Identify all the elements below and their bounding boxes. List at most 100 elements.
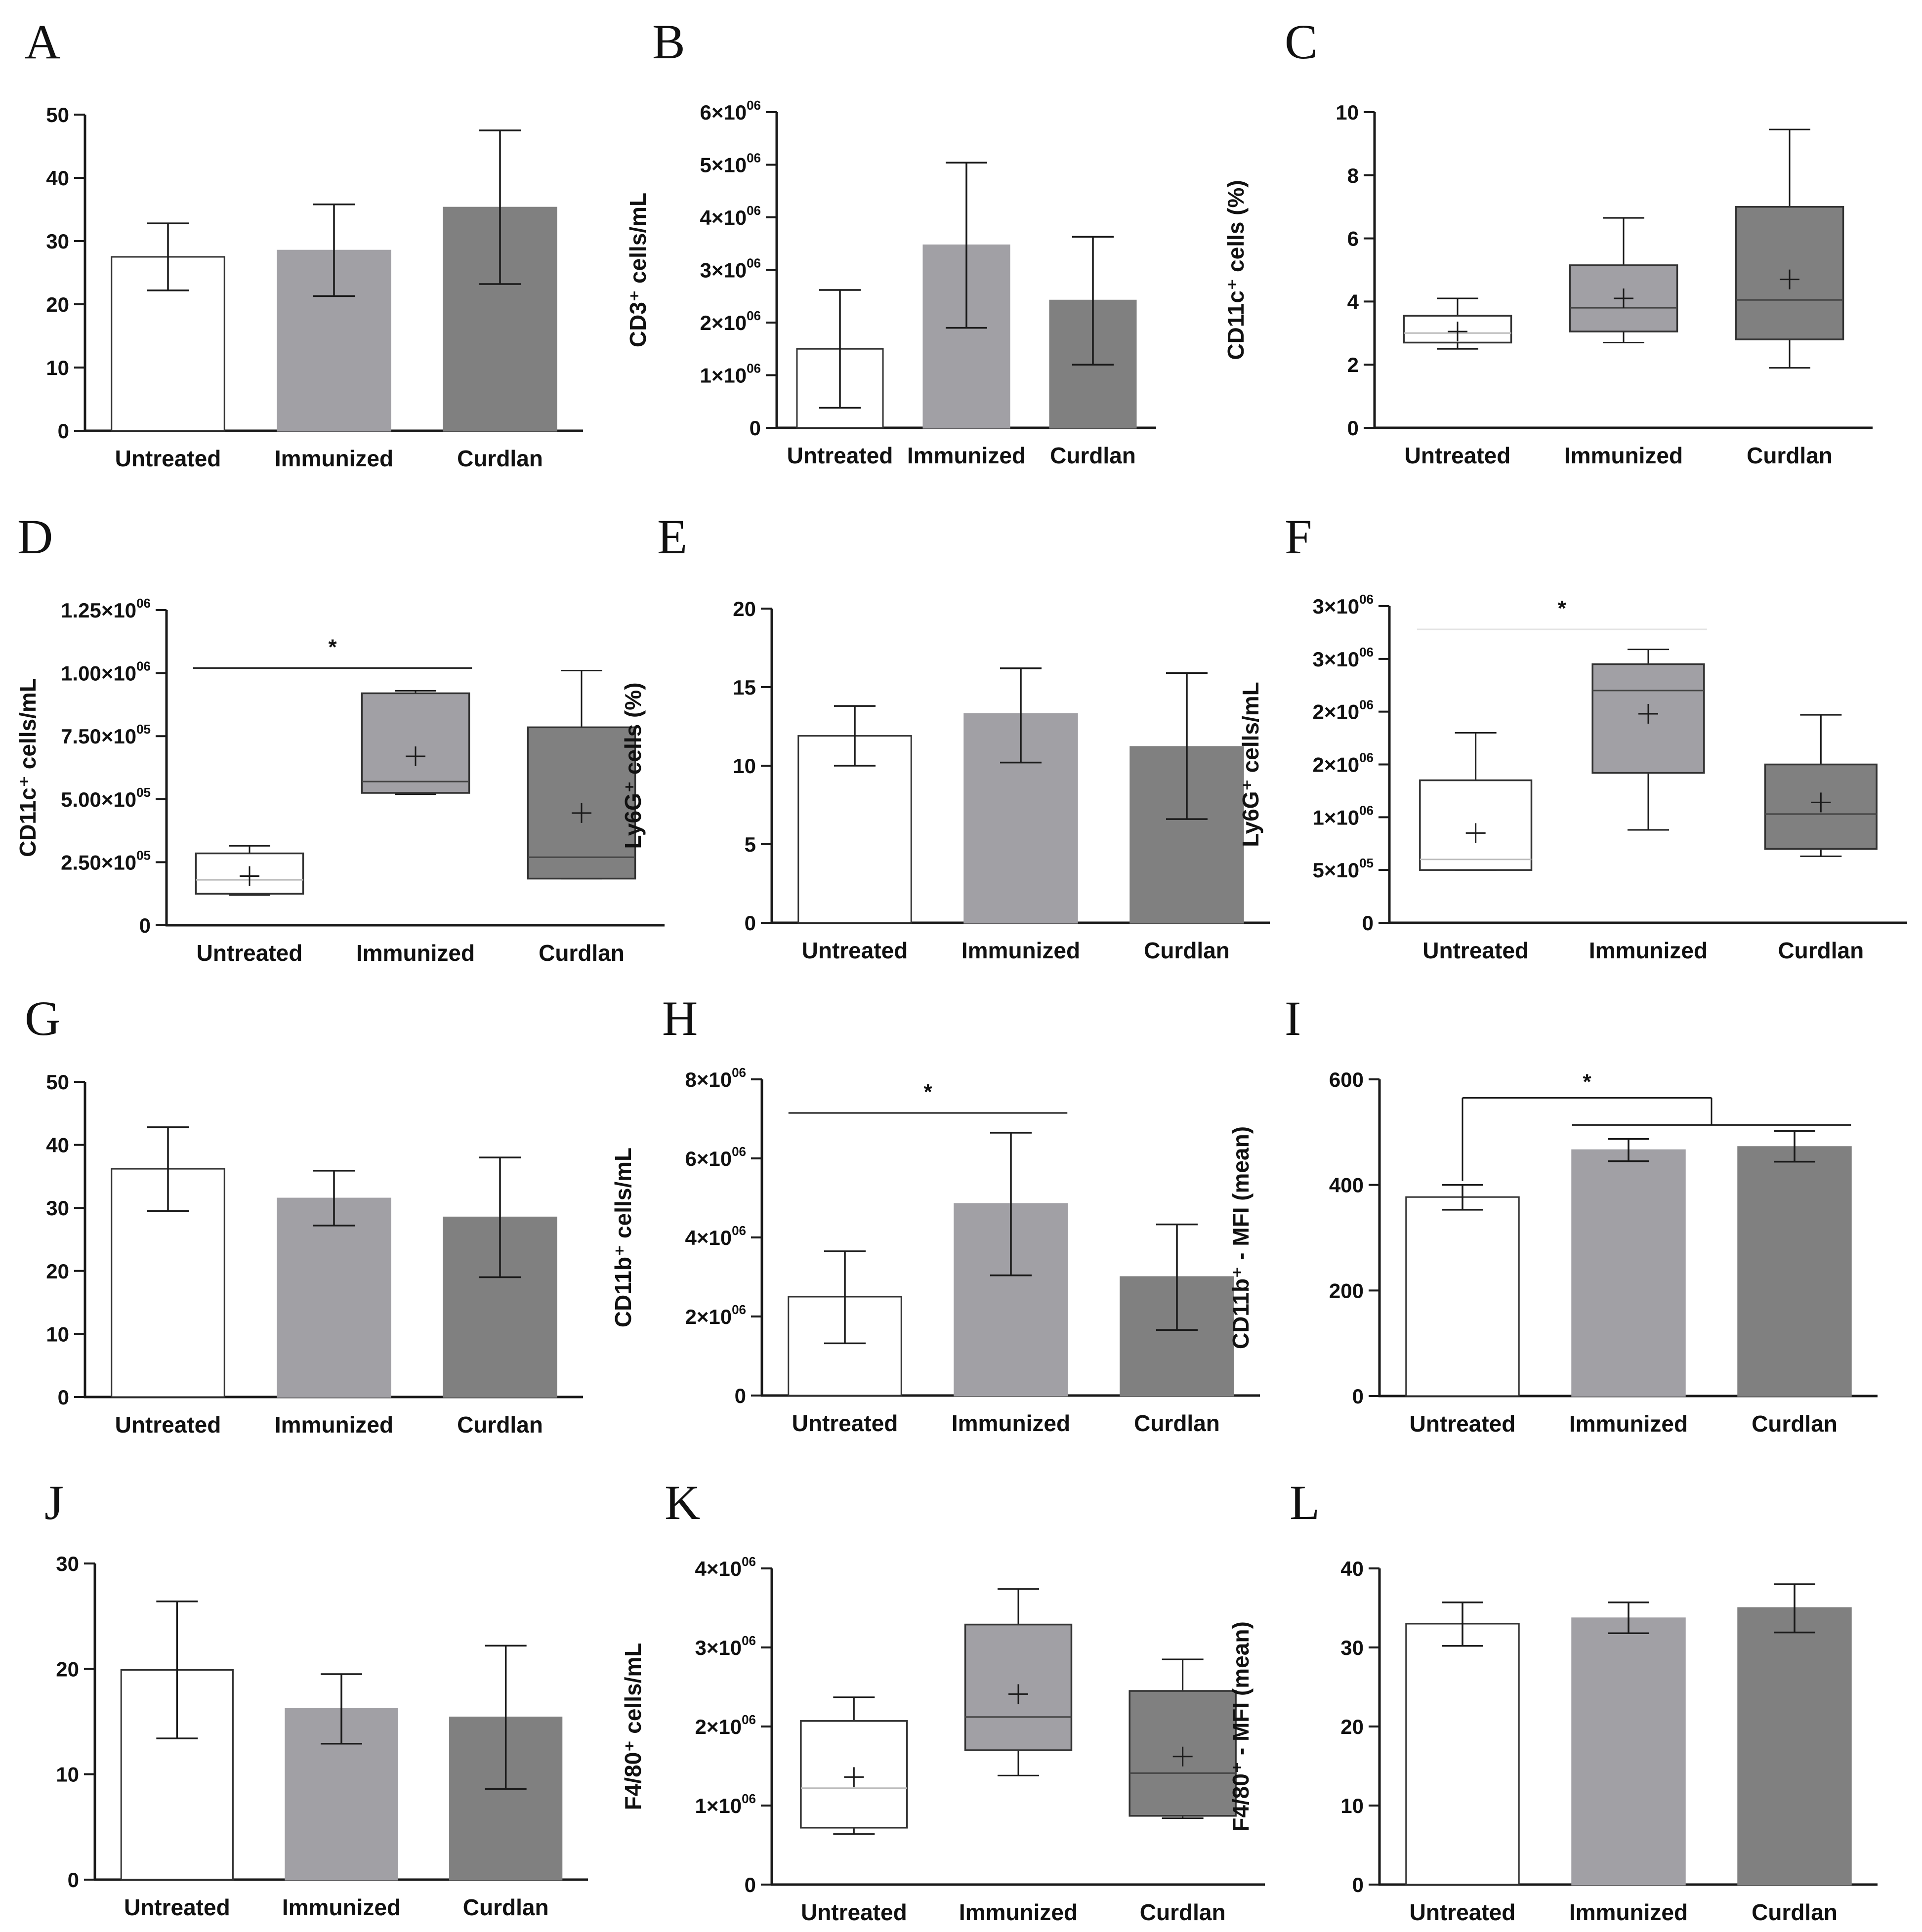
x-tick-label: Untreated (115, 446, 221, 471)
box[interactable] (527, 726, 636, 880)
x-tick-label: Immunized (959, 1899, 1078, 1925)
significance-star: * (923, 1080, 932, 1104)
y-tick-mantissa: 0 (58, 419, 69, 443)
x-tick-label: Immunized (1564, 443, 1683, 468)
y-axis-label: CD11b⁺ - MFI (mean) (1228, 1126, 1253, 1349)
y-tick-mantissa: 20 (1340, 1715, 1364, 1738)
y-tick-mantissa: 6 (1347, 227, 1359, 250)
y-tick-mantissa: 2×10 (1312, 753, 1359, 777)
bar[interactable] (1737, 1607, 1852, 1886)
y-tick-exponent: 06 (1359, 803, 1374, 818)
y-tick-mantissa: 30 (46, 230, 69, 253)
y-tick-mantissa: 50 (46, 103, 69, 126)
x-tick-label: Curdlan (1747, 443, 1833, 468)
y-tick-exponent: 06 (136, 659, 151, 674)
box[interactable] (195, 852, 304, 895)
y-tick-label: 50 (46, 103, 69, 126)
y-tick-label: 30 (46, 1196, 69, 1220)
box[interactable] (964, 1623, 1073, 1751)
significance-star: * (1583, 1069, 1591, 1094)
y-tick-exponent: 05 (136, 848, 151, 863)
y-tick-label: 20 (1340, 1715, 1364, 1738)
bar[interactable] (1737, 1146, 1852, 1397)
y-tick-mantissa: 2×10 (685, 1305, 732, 1328)
y-tick-label: 30 (56, 1552, 79, 1575)
y-tick-mantissa: 0 (1352, 1873, 1364, 1896)
y-tick-label: 5×1005 (1312, 856, 1374, 882)
bar[interactable] (1129, 746, 1244, 924)
y-axis-label: Ly6G⁺ cells (%) (620, 682, 646, 849)
bar[interactable] (1405, 1196, 1520, 1397)
bar[interactable] (277, 1197, 391, 1398)
bar[interactable] (1405, 1623, 1520, 1886)
panel-letter: F (1285, 509, 1312, 564)
y-axis-label: CD3⁺ cells/mL (625, 193, 651, 347)
y-tick-mantissa: 20 (56, 1657, 79, 1681)
y-tick-label: 8×1006 (685, 1065, 746, 1091)
box[interactable] (361, 692, 470, 794)
x-tick-label: Curdlan (1752, 1411, 1838, 1437)
y-tick-label: 6 (1347, 227, 1359, 250)
panel-letter: H (662, 991, 698, 1046)
y-tick-label: 5×1006 (700, 151, 761, 177)
y-tick-mantissa: 4×10 (700, 206, 747, 229)
chart-panel-e: E Ly6G⁺ cells (%) 0 5 10 15 20 Untreated Immuniz… (620, 509, 1270, 963)
x-tick-label: Immunized (356, 940, 475, 966)
y-tick-mantissa: 0 (745, 911, 756, 935)
y-tick-mantissa: 3×10 (695, 1636, 742, 1659)
significance-star: * (328, 635, 337, 659)
y-tick-mantissa: 400 (1329, 1174, 1364, 1197)
bar[interactable] (1571, 1617, 1686, 1886)
x-tick-label: Curdlan (1134, 1410, 1220, 1436)
y-tick-mantissa: 1.25×10 (61, 599, 136, 622)
y-tick-mantissa: 40 (1340, 1557, 1364, 1580)
y-tick-mantissa: 30 (1340, 1636, 1364, 1659)
y-tick-label: 40 (46, 1134, 69, 1157)
y-tick-label: 20 (46, 1260, 69, 1283)
y-tick-exponent: 05 (1359, 856, 1374, 870)
y-tick-label: 10 (1336, 101, 1359, 124)
y-tick-mantissa: 5.00×10 (61, 788, 136, 811)
y-axis-label: Ly6G⁺ cells/mL (1238, 682, 1263, 847)
x-tick-label: Immunized (282, 1894, 401, 1920)
y-tick-mantissa: 0 (139, 914, 151, 937)
y-tick-mantissa: 0 (68, 1868, 79, 1891)
y-tick-label: 8 (1347, 164, 1359, 187)
chart-panel-k: KF4/80⁺ cells/mL01×10062×10063×10064×100… (620, 1475, 1265, 1925)
y-tick-label: 0 (750, 416, 761, 440)
y-tick-mantissa: 10 (56, 1763, 79, 1786)
y-tick-label: 5.00×1005 (61, 785, 151, 811)
bar[interactable] (1571, 1149, 1686, 1397)
y-tick-label: 3×1006 (695, 1633, 756, 1659)
y-tick-mantissa: 40 (46, 1134, 69, 1157)
chart-panel-l: L F4/80⁺ - MFI (mean) 0 10 20 30 40 Untreated Im… (1228, 1475, 1878, 1925)
x-tick-label: Untreated (1410, 1899, 1516, 1925)
y-tick-exponent: 06 (732, 1065, 746, 1080)
y-tick-label: 20 (733, 597, 756, 620)
x-tick-label: Immunized (952, 1410, 1070, 1436)
x-tick-label: Curdlan (1050, 443, 1136, 468)
x-tick-label: Immunized (1569, 1899, 1688, 1925)
y-tick-label: 2.50×1005 (61, 848, 151, 874)
panel-letter: C (1285, 14, 1318, 69)
y-tick-label: 3×1006 (1312, 592, 1374, 618)
x-tick-label: Untreated (115, 1412, 221, 1438)
y-tick-mantissa: 10 (733, 754, 756, 778)
y-tick-mantissa: 1×10 (695, 1794, 742, 1817)
y-tick-label: 10 (46, 1322, 69, 1346)
y-tick-exponent: 06 (742, 1554, 756, 1569)
panel-letter: A (25, 14, 60, 69)
y-tick-mantissa: 50 (46, 1070, 69, 1094)
y-tick-mantissa: 20 (46, 1260, 69, 1283)
x-tick-label: Immunized (275, 1412, 393, 1438)
y-tick-mantissa: 600 (1329, 1068, 1364, 1091)
x-tick-label: Curdlan (539, 940, 625, 966)
y-tick-exponent: 06 (732, 1223, 746, 1238)
y-tick-exponent: 06 (1359, 592, 1374, 607)
y-tick-label: 0 (745, 911, 756, 935)
y-tick-mantissa: 8 (1347, 164, 1359, 187)
y-tick-exponent: 05 (136, 722, 151, 737)
y-tick-label: 0 (735, 1384, 746, 1407)
